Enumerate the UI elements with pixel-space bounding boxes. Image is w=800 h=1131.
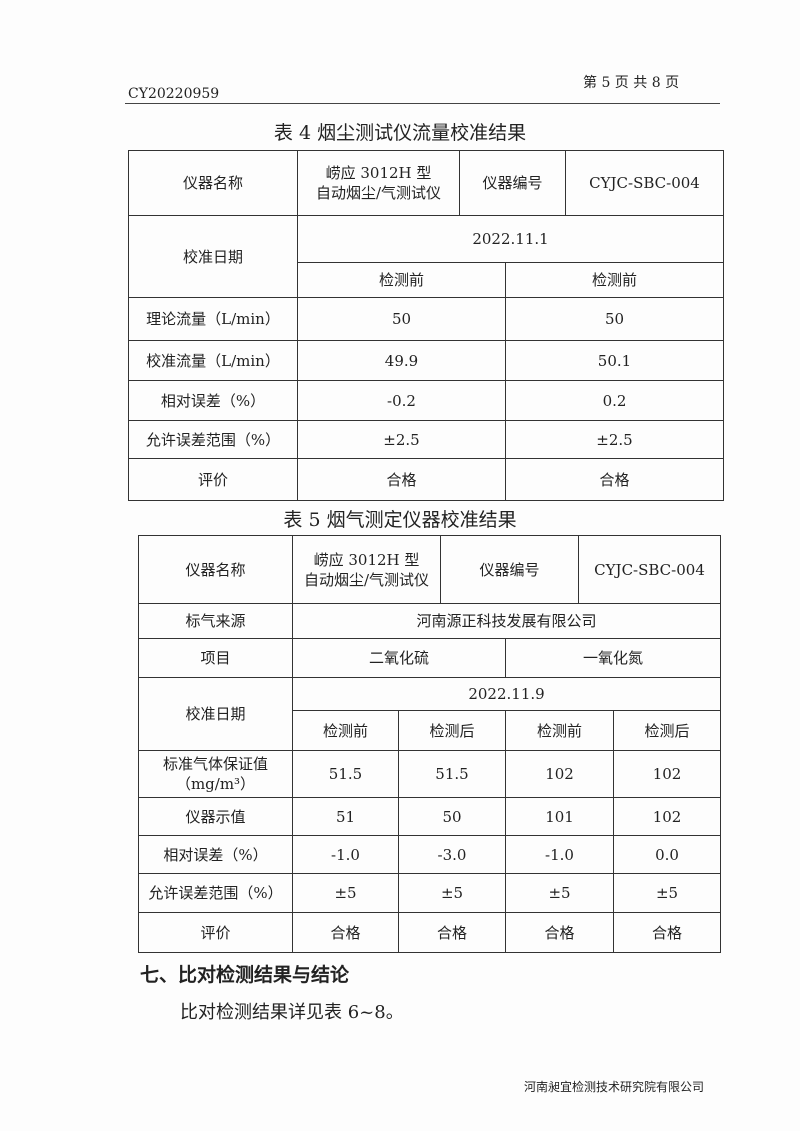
cell: ±5	[398, 873, 506, 913]
row-label: 标准气体保证值 （mg/m³）	[138, 750, 293, 798]
cell: 合格	[613, 912, 722, 953]
cell: 102	[613, 797, 722, 836]
table-row: 标准气体保证值 （mg/m³） 51.5 51.5 102 102	[138, 750, 722, 798]
col-header: 检测前	[292, 710, 399, 751]
cell: 51.5	[398, 750, 506, 798]
instrument-name: 自动烟尘/气测试仪	[303, 570, 430, 589]
footer-company: 河南昶宜检测技术研究院有限公司	[524, 1080, 705, 1094]
table-row: 仪器示值 51 50 101 102	[138, 797, 722, 836]
col-header: 检测后	[398, 710, 506, 751]
table-row: 相对误差（%） -1.0 -3.0 -1.0 0.0	[138, 835, 722, 874]
instrument-no: CYJC-SBC-004	[565, 150, 725, 216]
cell: 合格	[398, 912, 506, 953]
cell: ±2.5	[297, 420, 506, 459]
table-row: 允许误差范围（%） ±5 ±5 ±5 ±5	[138, 873, 722, 913]
date: 2022.11.1	[296, 215, 725, 263]
row-label: 校准流量（L/min）	[128, 340, 298, 381]
header-divider	[125, 103, 720, 104]
doc-number: CY20220959	[128, 86, 220, 102]
table5-title: 表 5 烟气测定仪器校准结果	[283, 509, 517, 531]
col-header: 检测前	[504, 710, 615, 751]
table4-title: 表 4 烟尘测试仪流量校准结果	[273, 122, 527, 144]
cell: ±2.5	[504, 420, 725, 459]
row-label: 允许误差范围（%）	[128, 420, 298, 459]
cell: 51	[292, 797, 399, 836]
col-header: 检测前	[297, 262, 506, 298]
label: 校准日期	[128, 215, 298, 298]
label: 仪器编号	[439, 535, 580, 604]
table-row: 评价 合格 合格 合格 合格	[138, 912, 722, 953]
table-row: 评价 合格 合格	[128, 458, 725, 501]
label: 仪器名称	[138, 535, 293, 604]
instrument-name: 自动烟尘/气测试仪	[315, 184, 442, 202]
cell: 49.9	[297, 340, 506, 381]
cell: 102	[504, 750, 615, 798]
label: 仪器编号	[458, 150, 567, 216]
cell: 合格	[504, 912, 615, 953]
item: 二氧化硫	[292, 638, 506, 678]
section-heading: 七、比对检测结果与结论	[140, 964, 350, 986]
table4: 仪器名称 崂应 3012H 型自动烟尘/气测试仪 仪器编号 CYJC-SBC-0…	[128, 150, 725, 501]
cell: 50.1	[504, 340, 725, 381]
instrument-no: CYJC-SBC-004	[578, 535, 722, 604]
instrument-name: 崂应 3012H 型	[325, 164, 432, 182]
cell: 50	[297, 297, 506, 341]
gas-source: 河南源正科技发展有限公司	[291, 603, 722, 639]
instrument-name: 崂应 3012H 型	[313, 550, 420, 569]
cell: 51.5	[292, 750, 399, 798]
table-row: 校准流量（L/min） 49.9 50.1	[128, 340, 725, 381]
cell: -3.0	[398, 835, 506, 874]
date: 2022.11.9	[291, 677, 722, 711]
col-header: 检测前	[504, 262, 725, 298]
label: 标气来源	[138, 603, 293, 639]
table-row: 允许误差范围（%） ±2.5 ±2.5	[128, 420, 725, 459]
item: 一氧化氮	[504, 638, 722, 678]
row-label: 相对误差（%）	[138, 835, 293, 874]
row-label: 仪器示值	[138, 797, 293, 836]
row-label: 评价	[138, 912, 293, 953]
cell: 0.2	[504, 380, 725, 421]
section-body: 比对检测结果详见表 6~8。	[180, 1002, 404, 1023]
label: 校准日期	[138, 677, 293, 751]
row-label-line: 标准气体保证值	[162, 755, 268, 773]
cell: ±5	[292, 873, 399, 913]
cell: -1.0	[504, 835, 615, 874]
row-label: 允许误差范围（%）	[138, 873, 293, 913]
page-info: 第 5 页 共 8 页	[583, 75, 680, 91]
cell: 102	[613, 750, 722, 798]
cell: 合格	[297, 458, 506, 501]
label: 仪器名称	[128, 150, 298, 216]
cell: 50	[504, 297, 725, 341]
cell: ±5	[613, 873, 722, 913]
table-row: 理论流量（L/min） 50 50	[128, 297, 725, 341]
col-header: 检测后	[613, 710, 722, 751]
cell: 101	[504, 797, 615, 836]
cell: 合格	[292, 912, 399, 953]
row-label: 评价	[128, 458, 298, 501]
row-label-unit: （mg/m³）	[175, 775, 256, 793]
table-row: 相对误差（%） -0.2 0.2	[128, 380, 725, 421]
label: 项目	[138, 638, 293, 678]
row-label: 理论流量（L/min）	[128, 297, 298, 341]
cell: 0.0	[613, 835, 722, 874]
cell: -0.2	[297, 380, 506, 421]
row-label: 相对误差（%）	[128, 380, 298, 421]
cell: ±5	[504, 873, 615, 913]
table5: 仪器名称 崂应 3012H 型自动烟尘/气测试仪 仪器编号 CYJC-SBC-0…	[138, 535, 722, 953]
cell: 合格	[504, 458, 725, 501]
cell: -1.0	[292, 835, 399, 874]
cell: 50	[398, 797, 506, 836]
